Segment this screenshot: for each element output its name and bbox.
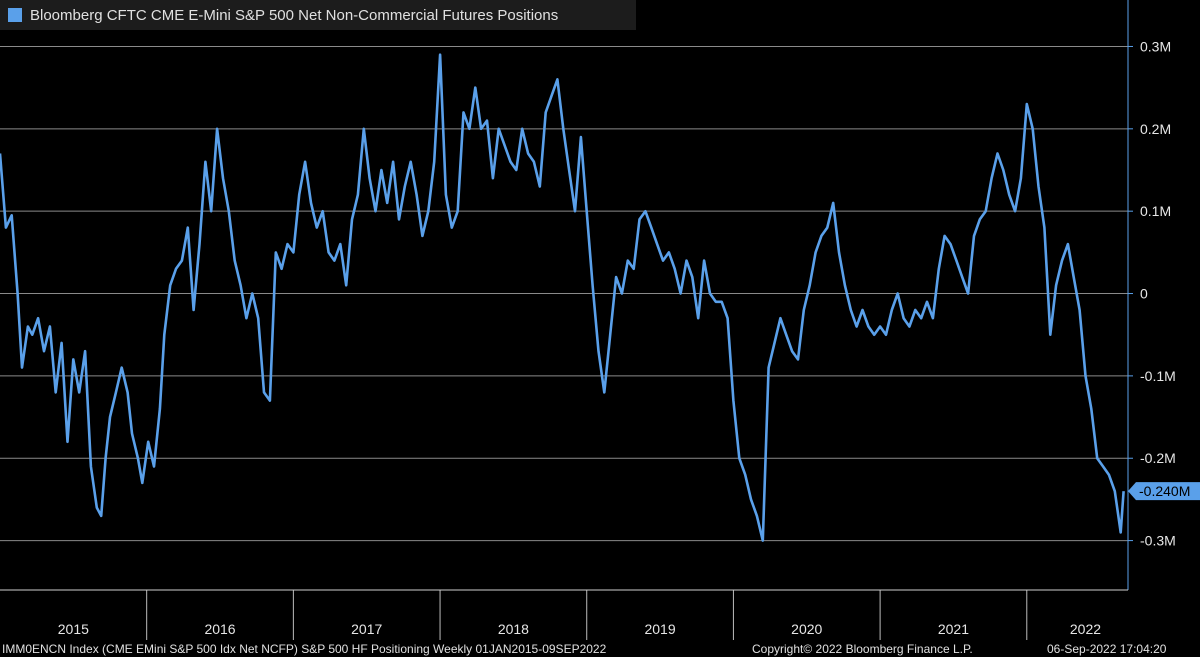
x-tick-labels: 2015 2016 2017 2018 2019 2020 2021 2022 [58,621,1101,637]
footer-source: IMM0ENCN Index (CME EMini S&P 500 Idx Ne… [2,642,607,656]
y-tick-label: -0.3M [1140,533,1176,549]
footer-copyright: Copyright© 2022 Bloomberg Finance L.P. [752,642,973,656]
legend-label: Bloomberg CFTC CME E-Mini S&P 500 Net No… [30,6,559,24]
legend-swatch [8,8,22,22]
y-tick-label: 0.2M [1140,121,1171,137]
grid-lines [0,45,1128,542]
footer-timestamp: 06-Sep-2022 17:04:20 [1047,642,1167,656]
x-tick-label: 2022 [1070,621,1101,637]
last-value-label: -0.240M [1139,483,1190,499]
x-tick-label: 2017 [351,621,382,637]
footer: IMM0ENCN Index (CME EMini S&P 500 Idx Ne… [0,641,1200,657]
y-tick-label: 0.3M [1140,38,1171,54]
legend: Bloomberg CFTC CME E-Mini S&P 500 Net No… [0,0,636,30]
y-tick-labels: 0.3M 0.2M 0.1M 0 -0.1M -0.2M -0.3M [1140,38,1176,548]
x-tick-label: 2018 [498,621,529,637]
last-value-tag [1128,482,1200,501]
year-dividers [146,590,1028,640]
y-tick-label: 0 [1140,286,1148,302]
x-tick-label: 2020 [791,621,822,637]
x-tick-label: 2019 [644,621,675,637]
y-tick-label: -0.1M [1140,368,1176,384]
series-line [0,53,1125,542]
y-tick-label: 0.1M [1140,203,1171,219]
x-tick-label: 2021 [938,621,969,637]
x-tick-label: 2016 [204,621,235,637]
series-line-group [0,53,1125,542]
axes [0,0,1133,591]
y-tick-label: -0.2M [1140,450,1176,466]
x-tick-label: 2015 [58,621,89,637]
last-value-marker: -0.240M [1128,482,1200,501]
